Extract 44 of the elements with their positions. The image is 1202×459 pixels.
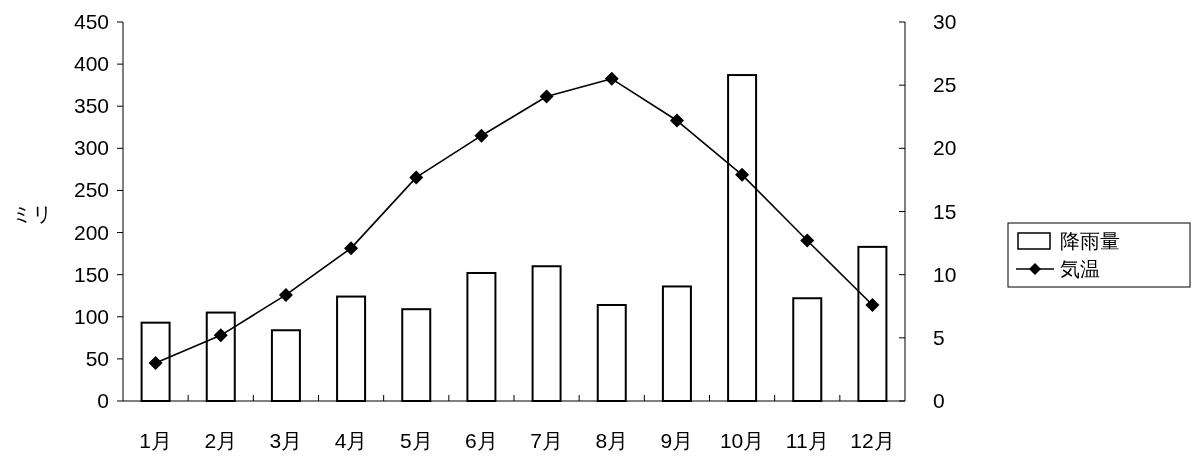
point — [344, 241, 359, 256]
y2-tick-label: 0 — [933, 389, 945, 412]
point — [604, 71, 619, 86]
x-tick-label: 4月 — [334, 429, 368, 452]
y-tick-label: 200 — [73, 220, 109, 244]
y2-tick-label: 10 — [933, 262, 957, 286]
point — [409, 170, 424, 185]
y-tick-label: 0 — [97, 389, 109, 412]
y-axis-title: ミリ — [12, 203, 52, 225]
y-tick-label: 450 — [73, 10, 109, 33]
point — [669, 113, 684, 128]
y2-tick-label: 30 — [933, 10, 957, 33]
x-tick-label: 10月 — [719, 429, 765, 452]
x-tick-label: 11月 — [785, 429, 829, 452]
x-tick-label: 7月 — [530, 429, 563, 452]
y-tick-label: 400 — [73, 52, 109, 76]
x-tick-label: 8月 — [595, 429, 629, 452]
x-tick-label: 1月 — [139, 429, 172, 452]
x-tick-label: 2月 — [204, 429, 238, 452]
y-tick-label: 250 — [73, 178, 109, 202]
point — [213, 328, 228, 343]
x-tick-label: 12月 — [850, 429, 895, 452]
y-tick-label: 100 — [73, 304, 109, 328]
point — [278, 287, 293, 302]
point — [800, 233, 815, 248]
point — [735, 167, 750, 182]
x-tick-label: 5月 — [399, 429, 433, 452]
x-tick-label: 9月 — [660, 429, 694, 452]
point — [148, 356, 163, 371]
point — [539, 89, 554, 104]
point — [865, 297, 880, 312]
x-tick-label: 3月 — [269, 429, 303, 452]
y-tick-label: 150 — [73, 262, 109, 286]
y2-tick-label: 5 — [933, 325, 945, 349]
legend-label: 降雨量 — [1060, 230, 1120, 252]
x-tick-label: 6月 — [465, 429, 498, 452]
y-tick-label: 50 — [85, 346, 109, 370]
y-tick-label: 300 — [73, 136, 109, 160]
y2-tick-label: 20 — [933, 136, 957, 160]
y-tick-label: 350 — [73, 94, 109, 118]
point — [474, 128, 489, 143]
legend-label: 気温 — [1060, 258, 1100, 280]
y2-tick-label: 25 — [933, 73, 957, 97]
y2-tick-label: 15 — [933, 199, 957, 223]
